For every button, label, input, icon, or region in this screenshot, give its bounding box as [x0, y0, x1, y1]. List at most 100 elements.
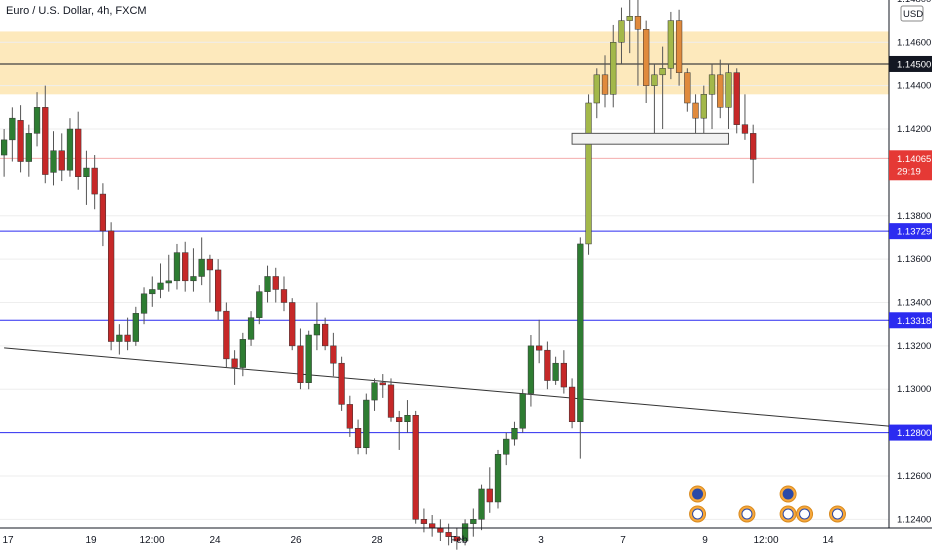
candle-body[interactable] [66, 128, 74, 171]
candle-body[interactable] [750, 133, 757, 160]
candle-body[interactable] [387, 384, 395, 418]
candle-body[interactable] [124, 334, 131, 342]
candle-body[interactable] [651, 74, 658, 86]
candle-body[interactable] [733, 72, 740, 125]
range-box[interactable] [571, 132, 729, 145]
candle-body[interactable] [149, 289, 156, 295]
candle-body[interactable] [420, 519, 428, 524]
candle-body[interactable] [239, 339, 246, 368]
candle-body[interactable] [585, 102, 592, 245]
candle-body[interactable] [725, 72, 732, 108]
candle-body[interactable] [717, 74, 724, 108]
candle-body[interactable] [280, 289, 288, 303]
candle-body[interactable] [322, 323, 329, 347]
candle-body[interactable] [429, 523, 436, 529]
candle-body[interactable] [157, 282, 164, 290]
candle-body[interactable] [247, 317, 255, 340]
candle-body[interactable] [560, 362, 567, 388]
candle-body[interactable] [437, 527, 444, 533]
candle-body[interactable] [206, 258, 214, 271]
candle-body[interactable] [396, 417, 403, 422]
candle-body[interactable] [354, 428, 362, 449]
candle-body[interactable] [182, 252, 189, 282]
candle-body[interactable] [0, 139, 8, 156]
candle-body[interactable] [511, 428, 518, 440]
currency-button[interactable] [900, 5, 924, 22]
candle-body[interactable] [50, 150, 57, 173]
candle-body[interactable] [445, 532, 452, 537]
candle-body[interactable] [173, 252, 181, 282]
candle-body[interactable] [486, 488, 493, 503]
candle-body[interactable] [568, 386, 576, 422]
candle-body[interactable] [741, 124, 749, 134]
candle-body[interactable] [470, 519, 477, 524]
candle-body[interactable] [83, 167, 90, 177]
candle-body[interactable] [140, 293, 148, 314]
candle-body[interactable] [17, 120, 24, 162]
candle-body[interactable] [700, 94, 707, 119]
candle-body[interactable] [536, 345, 543, 351]
time-tick-label: 12:00 [139, 535, 164, 546]
candle-body[interactable] [33, 107, 41, 134]
candle-body[interactable] [634, 16, 642, 30]
candle-body[interactable] [519, 393, 526, 429]
price-label-text: 1.12800 [897, 428, 931, 439]
candle-body[interactable] [272, 276, 279, 290]
candle-body[interactable] [684, 72, 691, 104]
candle-body[interactable] [371, 382, 378, 401]
candle-body[interactable] [313, 323, 321, 336]
candle-body[interactable] [58, 150, 65, 171]
candle-body[interactable] [305, 334, 312, 383]
candle-body[interactable] [552, 362, 559, 381]
candle-body[interactable] [75, 128, 82, 177]
candle-body[interactable] [42, 107, 49, 175]
candle-body[interactable] [659, 68, 666, 76]
candle-body[interactable] [215, 269, 222, 312]
candle-body[interactable] [231, 358, 238, 368]
candle-body[interactable] [132, 313, 139, 342]
candle-body[interactable] [601, 74, 609, 95]
candle-body[interactable] [198, 258, 205, 277]
candle-body[interactable] [708, 74, 716, 95]
trendline[interactable] [4, 347, 890, 427]
candle-body[interactable] [330, 345, 337, 364]
candle-body[interactable] [256, 291, 263, 318]
candle-body[interactable] [503, 438, 510, 455]
candle-body[interactable] [675, 20, 683, 73]
candle-body[interactable] [494, 454, 502, 503]
candle-body[interactable] [264, 276, 271, 292]
candle-body[interactable] [453, 536, 460, 542]
candle-body[interactable] [692, 102, 699, 119]
candle-body[interactable] [461, 523, 469, 542]
candle-body[interactable] [527, 345, 535, 394]
candle-body[interactable] [478, 488, 485, 520]
candle-body[interactable] [618, 20, 625, 43]
candle-body[interactable] [190, 276, 197, 282]
candle-body[interactable] [99, 193, 107, 232]
candle-body[interactable] [116, 334, 123, 342]
candle-body[interactable] [25, 133, 32, 162]
candle-body[interactable] [107, 230, 115, 342]
candle-body[interactable] [412, 414, 419, 520]
candle-body[interactable] [643, 29, 650, 86]
candle-body[interactable] [165, 280, 172, 284]
candle-body[interactable] [593, 74, 600, 104]
price-tick-label: 1.13600 [897, 254, 931, 265]
candle-body[interactable] [297, 345, 304, 383]
candle-body[interactable] [91, 167, 98, 195]
candle-body[interactable] [667, 20, 674, 69]
price-axis[interactable] [889, 0, 932, 550]
candle-body[interactable] [289, 302, 296, 347]
candle-body[interactable] [577, 243, 584, 422]
candle-body[interactable] [363, 399, 370, 449]
candle-body[interactable] [9, 117, 16, 141]
candle-body[interactable] [404, 414, 411, 422]
candle-body[interactable] [346, 404, 353, 429]
candle-body[interactable] [610, 42, 617, 95]
candle-body[interactable] [223, 310, 230, 360]
candle-body[interactable] [338, 362, 345, 405]
candle-body[interactable] [544, 349, 551, 381]
candle-body[interactable] [626, 16, 633, 21]
candle-body[interactable] [379, 382, 386, 386]
